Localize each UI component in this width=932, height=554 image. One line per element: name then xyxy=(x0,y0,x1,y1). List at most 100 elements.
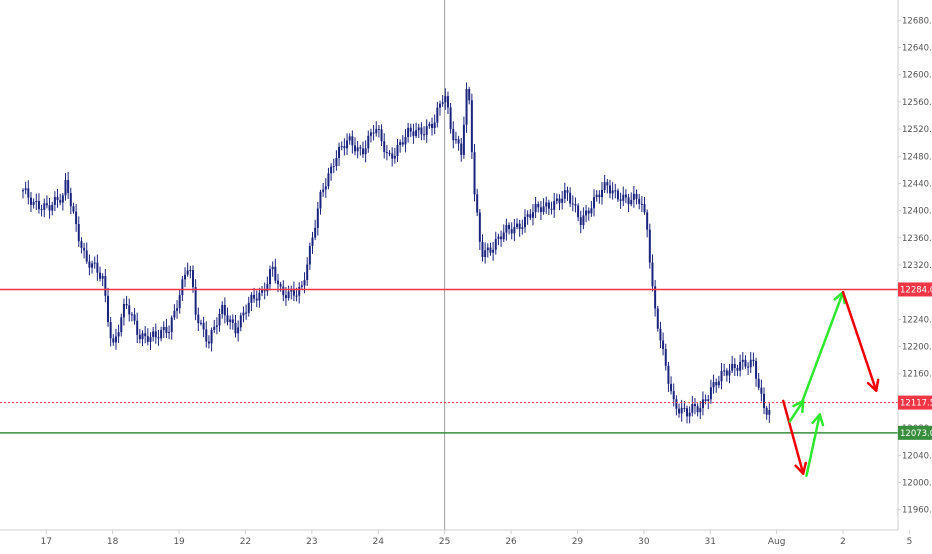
candle-body xyxy=(184,274,187,280)
candle-body xyxy=(446,96,449,108)
candle-body xyxy=(202,322,205,330)
candle-body xyxy=(659,328,662,341)
candle-body xyxy=(670,383,673,392)
candle-body xyxy=(510,229,513,234)
candle-body xyxy=(760,387,763,394)
candle-body xyxy=(606,182,609,186)
candle-body xyxy=(523,216,526,228)
candle-body xyxy=(173,310,176,318)
y-tick-label: 12240.0 xyxy=(902,315,932,325)
candle-body xyxy=(22,190,24,192)
candle-body xyxy=(412,131,415,136)
candle-body xyxy=(678,408,681,414)
candle-body xyxy=(752,359,755,362)
candle-body xyxy=(444,96,447,103)
candle-body xyxy=(359,147,362,149)
x-tick-label: 19 xyxy=(173,537,185,547)
candle-body xyxy=(99,272,102,279)
candle-body xyxy=(335,158,338,167)
candle-body xyxy=(675,399,678,409)
candle-body xyxy=(590,208,593,214)
candle-body xyxy=(561,198,564,203)
candle-body xyxy=(51,204,54,211)
candle-body xyxy=(701,399,704,409)
candle-body xyxy=(160,330,163,339)
candle-body xyxy=(388,152,391,154)
candle-body xyxy=(247,302,250,313)
candle-body xyxy=(231,319,234,323)
candle-body xyxy=(611,190,614,194)
candle-body xyxy=(276,280,279,285)
candle-body xyxy=(494,238,497,250)
y-tick-label: 12480.0 xyxy=(902,152,932,162)
x-tick-label: 17 xyxy=(41,537,52,547)
candle-body xyxy=(638,198,641,204)
candle-body xyxy=(521,227,524,229)
candle-body xyxy=(133,314,136,321)
x-tick-label: Aug xyxy=(768,537,786,547)
candle-body xyxy=(622,194,625,201)
level-price-label: 12073.0 xyxy=(900,429,932,439)
x-tick-label: 22 xyxy=(240,537,251,547)
candle-body xyxy=(391,153,394,159)
candle-body xyxy=(731,364,734,371)
candle-body xyxy=(35,200,38,202)
candle-body xyxy=(88,261,91,268)
candle-body xyxy=(683,407,686,409)
candle-body xyxy=(534,203,537,213)
candle-body xyxy=(709,387,712,400)
y-tick-label: 12360.0 xyxy=(902,234,932,244)
candle-body xyxy=(91,263,94,268)
candle-body xyxy=(651,262,654,287)
candle-body xyxy=(409,127,412,132)
y-tick-label: 12400.0 xyxy=(902,207,932,217)
candle-body xyxy=(720,370,723,382)
y-tick-label: 12000.0 xyxy=(902,478,932,488)
candle-body xyxy=(162,326,165,331)
projection-arrow-shaft xyxy=(799,290,845,406)
candle-body xyxy=(643,204,646,213)
candle-body xyxy=(130,314,133,316)
level-price-tag xyxy=(898,425,932,440)
candle-body xyxy=(77,223,80,242)
candle-body xyxy=(595,194,598,198)
level-price-label: 12284.0 xyxy=(900,285,932,295)
x-tick-label: 26 xyxy=(505,537,517,547)
candle-body xyxy=(380,129,383,142)
candle-body xyxy=(48,205,51,211)
candle-body xyxy=(550,208,553,210)
x-tick-label: 31 xyxy=(705,537,716,547)
y-tick-label: 12200.0 xyxy=(902,343,932,353)
candle-body xyxy=(122,303,125,318)
x-tick-label: 2 xyxy=(840,537,846,547)
candle-body xyxy=(765,408,768,415)
candle-body xyxy=(117,332,120,337)
candle-body xyxy=(178,295,181,309)
candle-body xyxy=(569,192,572,204)
candle-body xyxy=(715,382,718,386)
x-tick-label: 25 xyxy=(439,537,450,547)
candle-body xyxy=(279,284,282,287)
candle-body xyxy=(324,186,327,190)
candle-body xyxy=(672,391,675,400)
candle-body xyxy=(250,294,253,303)
candle-body xyxy=(486,247,489,251)
candle-body xyxy=(696,406,699,413)
candle-body xyxy=(284,295,287,299)
candle-body xyxy=(423,134,426,136)
candle-body xyxy=(768,410,771,415)
candle-body xyxy=(215,325,218,327)
candle-body xyxy=(106,295,109,323)
candle-body xyxy=(255,298,258,301)
candle-body xyxy=(292,288,295,296)
candle-body xyxy=(340,146,343,148)
candle-body xyxy=(239,315,242,328)
candle-body xyxy=(112,338,115,343)
candle-body xyxy=(45,203,48,206)
candle-body xyxy=(330,166,333,174)
candle-body xyxy=(40,209,43,211)
candle-body xyxy=(120,317,123,333)
candle-body xyxy=(725,370,728,376)
